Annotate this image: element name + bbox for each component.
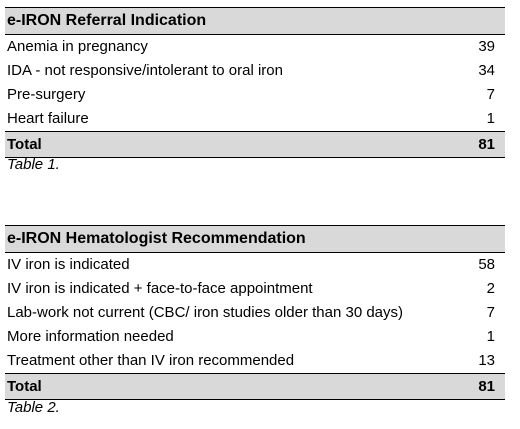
row-label: IDA - not responsive/intolerant to oral … xyxy=(7,62,283,79)
table-row: More information needed 1 xyxy=(5,325,505,349)
table-header-row: e-IRON Hematologist Recommendation xyxy=(5,225,505,253)
total-label: Total xyxy=(5,131,433,158)
table-row: Lab-work not current (CBC/ iron studies … xyxy=(5,301,505,325)
row-value: 1 xyxy=(486,328,495,345)
row-label: More information needed xyxy=(7,328,174,345)
row-value: 2 xyxy=(486,280,495,297)
row-value: 7 xyxy=(486,86,495,103)
total-value: 81 xyxy=(433,131,505,158)
row-value: 58 xyxy=(478,256,495,273)
table-title: e-IRON Referral Indication xyxy=(5,7,505,35)
table-header-row: e-IRON Referral Indication xyxy=(5,7,505,35)
row-label: IV iron is indicated xyxy=(7,256,130,273)
total-row: Total 81 xyxy=(5,131,505,158)
referral-indication-table: e-IRON Referral Indication Anemia in pre… xyxy=(5,7,505,158)
row-value: 39 xyxy=(478,38,495,55)
total-value: 81 xyxy=(433,373,505,400)
row-value: 7 xyxy=(486,304,495,321)
table-row: IV iron is indicated 58 xyxy=(5,253,505,278)
row-label: Lab-work not current (CBC/ iron studies … xyxy=(7,304,404,321)
table-row: IV iron is indicated + face-to-face appo… xyxy=(5,277,505,301)
table-row: IDA - not responsive/intolerant to oral … xyxy=(5,59,505,83)
row-label: Heart failure xyxy=(7,110,89,127)
hematologist-recommendation-table: e-IRON Hematologist Recommendation IV ir… xyxy=(5,225,505,400)
total-row: Total 81 xyxy=(5,373,505,400)
table-title: e-IRON Hematologist Recommendation xyxy=(5,225,505,253)
table-caption: Table 1. xyxy=(7,156,60,173)
row-value: 34 xyxy=(478,62,495,79)
row-label: Pre-surgery xyxy=(7,86,86,103)
table-row: Heart failure 1 xyxy=(5,107,505,132)
table-row: Anemia in pregnancy 39 xyxy=(5,35,505,60)
total-label: Total xyxy=(5,373,433,400)
row-label: Treatment other than IV iron recommended xyxy=(7,352,295,369)
row-value: 13 xyxy=(478,352,495,369)
table-row: Pre-surgery 7 xyxy=(5,83,505,107)
table-row: Treatment other than IV iron recommended… xyxy=(5,349,505,374)
row-label: Anemia in pregnancy xyxy=(7,38,148,55)
row-value: 1 xyxy=(486,110,495,127)
table-caption: Table 2. xyxy=(7,399,60,416)
row-label: IV iron is indicated + face-to-face appo… xyxy=(7,280,313,297)
